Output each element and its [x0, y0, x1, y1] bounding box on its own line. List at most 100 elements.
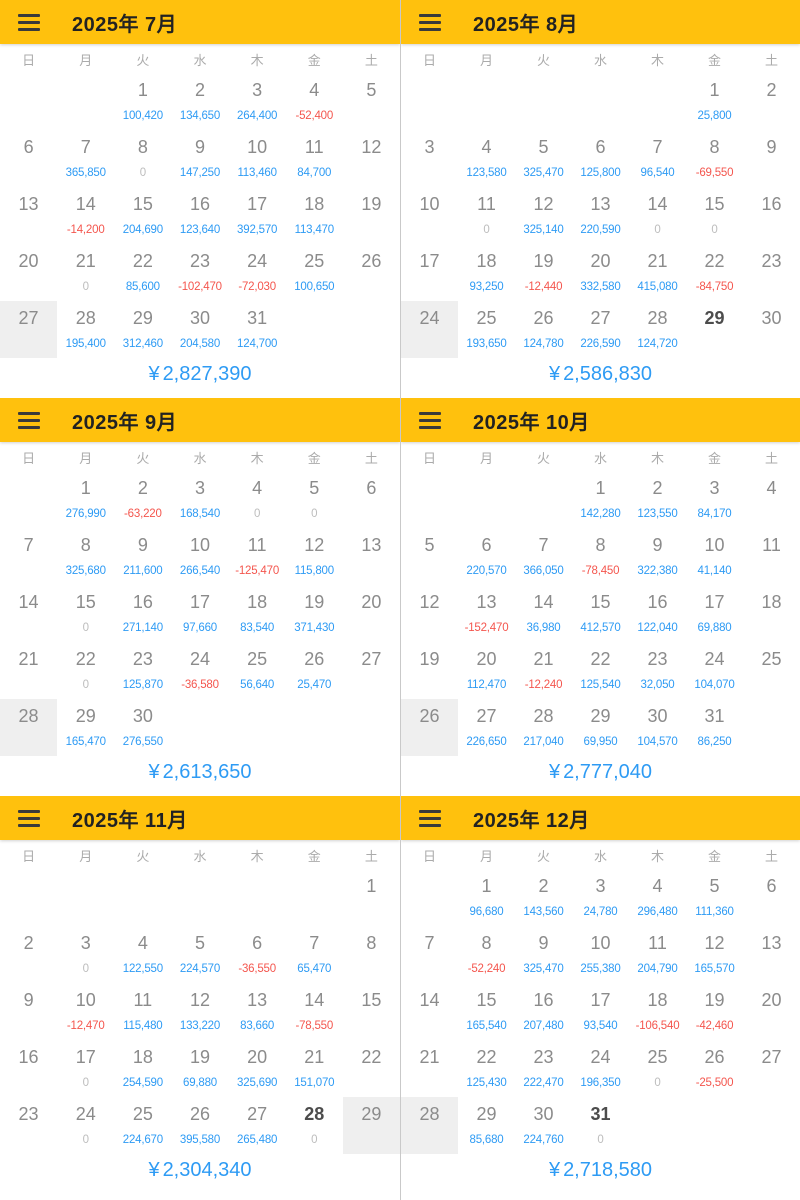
day-cell[interactable]: 26 124,780 [515, 301, 572, 358]
day-cell[interactable]: 5 [401, 528, 458, 585]
day-cell[interactable]: 3 84,170 [686, 471, 743, 528]
day-cell[interactable]: 6 [343, 471, 400, 528]
day-cell[interactable]: 16 [743, 187, 800, 244]
day-cell[interactable]: 1 100,420 [114, 73, 171, 130]
day-cell[interactable]: 9 [743, 130, 800, 187]
day-cell[interactable]: 1 142,280 [572, 471, 629, 528]
day-cell[interactable]: 16 207,480 [515, 983, 572, 1040]
day-cell[interactable]: 1 96,680 [458, 869, 515, 926]
day-cell[interactable]: 8 -52,240 [458, 926, 515, 983]
day-cell[interactable]: 7 96,540 [629, 130, 686, 187]
day-cell[interactable]: 17 392,570 [229, 187, 286, 244]
day-cell[interactable]: 30 104,570 [629, 699, 686, 756]
day-cell[interactable]: 12 115,800 [286, 528, 343, 585]
day-cell[interactable]: 28 124,720 [629, 301, 686, 358]
day-cell[interactable]: 27 226,590 [572, 301, 629, 358]
day-cell[interactable]: 26 25,470 [286, 642, 343, 699]
day-cell[interactable]: 20 112,470 [458, 642, 515, 699]
day-cell[interactable]: 27 [743, 1040, 800, 1097]
day-cell[interactable]: 15 412,570 [572, 585, 629, 642]
day-cell[interactable]: 6 125,800 [572, 130, 629, 187]
day-cell[interactable]: 31 86,250 [686, 699, 743, 756]
day-cell[interactable]: 1 25,800 [686, 73, 743, 130]
day-cell[interactable]: 26 [343, 244, 400, 301]
day-cell[interactable]: 29 [342, 1097, 400, 1154]
day-cell[interactable]: 24 196,350 [572, 1040, 629, 1097]
day-cell[interactable]: 7 [401, 926, 458, 983]
day-cell[interactable]: 10 [401, 187, 458, 244]
day-cell[interactable]: 25 100,650 [286, 244, 343, 301]
day-cell[interactable]: 24 -72,030 [229, 244, 286, 301]
day-cell[interactable]: 25 224,670 [114, 1097, 171, 1154]
day-cell[interactable]: 18 254,590 [114, 1040, 171, 1097]
day-cell[interactable]: 19 [343, 187, 400, 244]
day-cell[interactable]: 19 -12,440 [515, 244, 572, 301]
day-cell[interactable]: 10 113,460 [229, 130, 286, 187]
day-cell[interactable]: 24 -36,580 [171, 642, 228, 699]
day-cell[interactable]: 22 0 [57, 642, 114, 699]
day-cell[interactable]: 15 204,690 [114, 187, 171, 244]
day-cell[interactable]: 8 [343, 926, 400, 983]
day-cell[interactable]: 5 325,470 [515, 130, 572, 187]
day-cell[interactable]: 2 [743, 73, 800, 130]
day-cell[interactable]: 18 [743, 585, 800, 642]
day-cell[interactable]: 26 [401, 699, 458, 756]
day-cell[interactable]: 5 224,570 [171, 926, 228, 983]
day-cell[interactable]: 6 [0, 130, 57, 187]
day-cell[interactable]: 13 [743, 926, 800, 983]
day-cell[interactable]: 6 -36,550 [229, 926, 286, 983]
day-cell[interactable]: 10 266,540 [171, 528, 228, 585]
day-cell[interactable]: 11 0 [458, 187, 515, 244]
day-cell[interactable]: 12 133,220 [171, 983, 228, 1040]
day-cell[interactable]: 30 224,760 [515, 1097, 572, 1154]
day-cell[interactable]: 18 113,470 [286, 187, 343, 244]
day-cell[interactable]: 13 [0, 187, 57, 244]
day-cell[interactable]: 4 122,550 [114, 926, 171, 983]
day-cell[interactable]: 27 [343, 642, 400, 699]
day-cell[interactable]: 9 322,380 [629, 528, 686, 585]
day-cell[interactable]: 31 0 [572, 1097, 629, 1154]
day-cell[interactable]: 3 [401, 130, 458, 187]
menu-icon[interactable] [18, 411, 40, 429]
day-cell[interactable]: 27 226,650 [458, 699, 515, 756]
day-cell[interactable]: 12 165,570 [686, 926, 743, 983]
day-cell[interactable]: 28 195,400 [57, 301, 114, 358]
day-cell[interactable]: 29 [686, 301, 743, 358]
day-cell[interactable]: 29 165,470 [57, 699, 114, 756]
day-cell[interactable]: 23 -102,470 [171, 244, 228, 301]
menu-icon[interactable] [18, 809, 40, 827]
day-cell[interactable]: 14 [401, 983, 458, 1040]
day-cell[interactable]: 18 83,540 [229, 585, 286, 642]
day-cell[interactable]: 28 [0, 699, 58, 756]
day-cell[interactable]: 5 [343, 73, 400, 130]
day-cell[interactable]: 26 395,580 [171, 1097, 228, 1154]
day-cell[interactable]: 14 0 [629, 187, 686, 244]
day-cell[interactable]: 9 325,470 [515, 926, 572, 983]
day-cell[interactable]: 17 [401, 244, 458, 301]
day-cell[interactable]: 7 365,850 [57, 130, 114, 187]
day-cell[interactable]: 8 -78,450 [572, 528, 629, 585]
day-cell[interactable]: 21 [401, 1040, 458, 1097]
menu-icon[interactable] [419, 13, 441, 31]
day-cell[interactable]: 11 [743, 528, 800, 585]
day-cell[interactable]: 11 -125,470 [229, 528, 286, 585]
day-cell[interactable]: 10 -12,470 [57, 983, 114, 1040]
day-cell[interactable]: 2 143,560 [515, 869, 572, 926]
day-cell[interactable]: 4 296,480 [629, 869, 686, 926]
menu-icon[interactable] [18, 13, 40, 31]
day-cell[interactable]: 30 [743, 301, 800, 358]
day-cell[interactable]: 2 123,550 [629, 471, 686, 528]
day-cell[interactable]: 5 111,360 [686, 869, 743, 926]
day-cell[interactable]: 23 32,050 [629, 642, 686, 699]
day-cell[interactable]: 23 [743, 244, 800, 301]
day-cell[interactable]: 12 325,140 [515, 187, 572, 244]
day-cell[interactable]: 23 [0, 1097, 57, 1154]
day-cell[interactable]: 3 168,540 [171, 471, 228, 528]
day-cell[interactable]: 4 -52,400 [286, 73, 343, 130]
day-cell[interactable]: 24 104,070 [686, 642, 743, 699]
day-cell[interactable]: 10 41,140 [686, 528, 743, 585]
day-cell[interactable]: 17 93,540 [572, 983, 629, 1040]
